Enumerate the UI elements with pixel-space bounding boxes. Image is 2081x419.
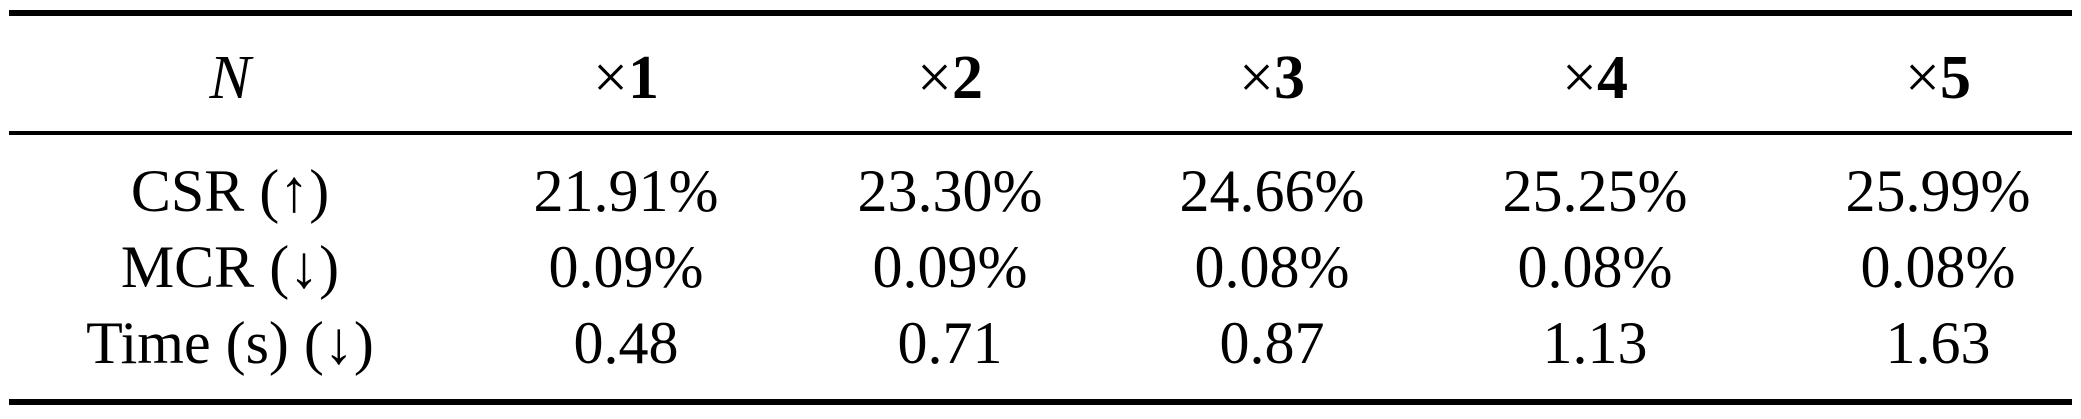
table-cell: 0.71 xyxy=(897,310,1003,376)
table-cell: 0.87 xyxy=(1219,310,1325,376)
table-cell: 1.63 xyxy=(1885,310,1991,376)
table-row-mcr: MCR (↓) 0.09% 0.09% 0.08% 0.08% 0.08% xyxy=(0,230,2081,304)
table-row-time: Time (s) (↓) 0.48 0.71 0.87 1.13 1.63 xyxy=(0,306,2081,380)
header-rule xyxy=(9,131,2072,135)
table-cell: 1.13 xyxy=(1542,310,1648,376)
table-cell: 0.48 xyxy=(573,310,679,376)
table-row-csr: CSR (↑) 21.91% 23.30% 24.66% 25.25% 25.9… xyxy=(0,154,2081,228)
table-cell: 0.08% xyxy=(1517,234,1673,300)
header-col-1: ×1 xyxy=(593,44,659,112)
top-rule xyxy=(9,10,2072,16)
header-col-3: ×3 xyxy=(1239,44,1305,112)
row-label: CSR (↑) xyxy=(130,158,330,224)
row-label: MCR (↓) xyxy=(120,234,340,300)
table-cell: 0.09% xyxy=(872,234,1028,300)
table-cell: 24.66% xyxy=(1179,158,1365,224)
table-cell: 23.30% xyxy=(857,158,1043,224)
table-cell: 25.25% xyxy=(1502,158,1688,224)
table-cell: 25.99% xyxy=(1845,158,2031,224)
table-cell: 0.08% xyxy=(1194,234,1350,300)
bottom-rule xyxy=(9,399,2072,405)
header-param-label: N xyxy=(209,44,251,112)
row-label: Time (s) (↓) xyxy=(86,310,374,376)
table-cell: 0.08% xyxy=(1860,234,2016,300)
table-header-row: N ×1 ×2 ×3 ×4 ×5 xyxy=(0,38,2081,118)
table-cell: 21.91% xyxy=(533,158,719,224)
header-col-2: ×2 xyxy=(917,44,983,112)
table-cell: 0.09% xyxy=(548,234,704,300)
header-col-5: ×5 xyxy=(1905,44,1971,112)
header-col-4: ×4 xyxy=(1562,44,1628,112)
